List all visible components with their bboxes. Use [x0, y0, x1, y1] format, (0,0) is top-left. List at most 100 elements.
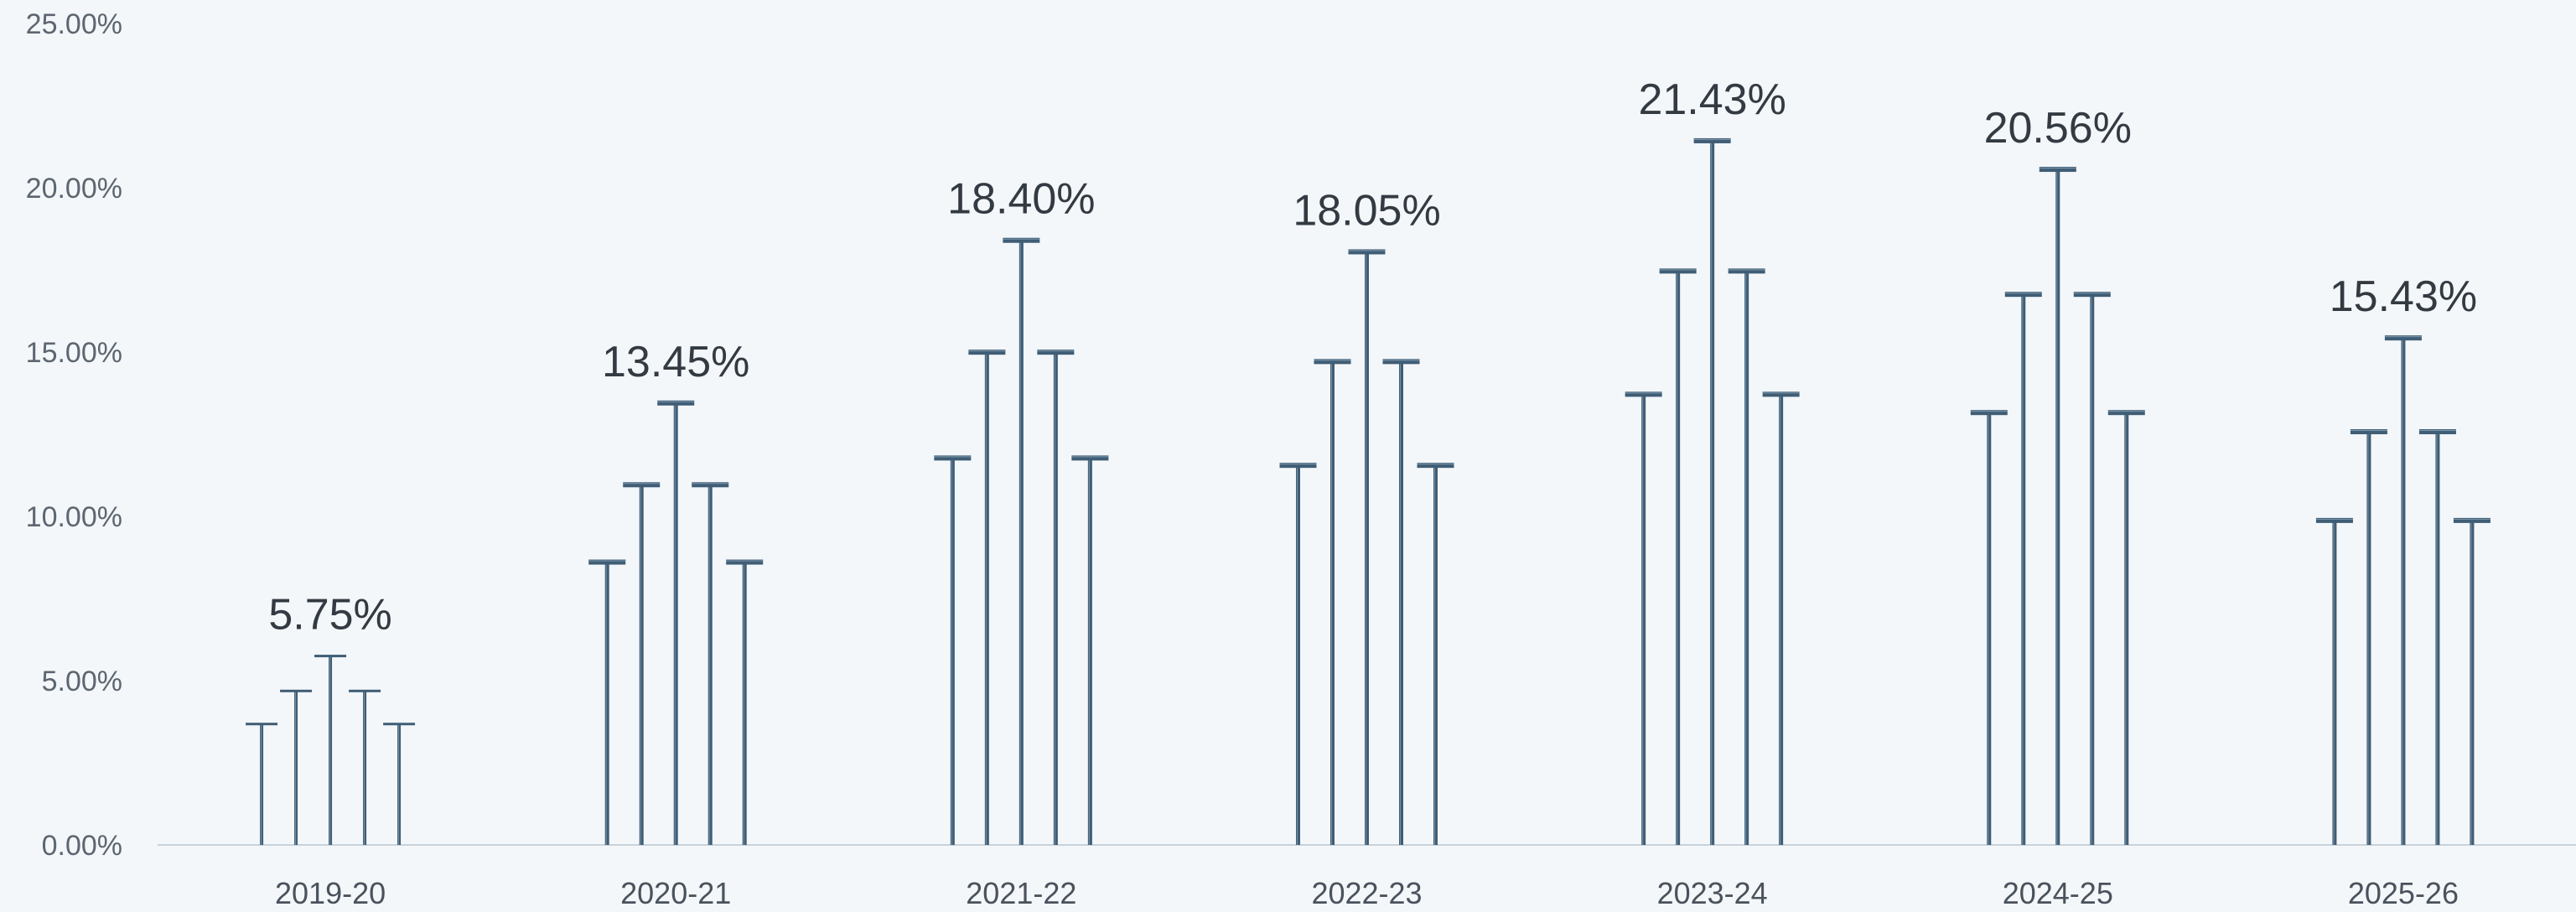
stem-cap [1037, 350, 1075, 355]
stem-bar [1018, 240, 1024, 846]
x-tick-label: 2021-22 [966, 876, 1076, 910]
bar-group: 13.45% [588, 338, 764, 845]
stem-bar [984, 352, 989, 845]
stem-bar [2470, 520, 2475, 845]
stem-cap [2418, 429, 2456, 435]
stem-cap-highlight [1348, 250, 1386, 251]
stem-bar [2366, 432, 2371, 845]
stem-cap-highlight [2384, 336, 2422, 338]
stem-highlight [261, 723, 262, 845]
stem-cap-highlight [623, 483, 661, 484]
stem-highlight [951, 458, 952, 845]
x-tick-label: 2022-23 [1311, 876, 1422, 910]
stem-highlight [1331, 361, 1332, 845]
stem-cap [1314, 359, 1351, 365]
stem-cap-highlight [692, 483, 729, 484]
stem-highlight [708, 484, 710, 845]
bar-group: 18.05% [1279, 186, 1454, 845]
stem-highlight [295, 691, 297, 845]
stem-cap [314, 655, 347, 658]
stem-highlight [364, 691, 365, 845]
stem-bar [1744, 271, 1749, 845]
stem-bar [707, 484, 713, 845]
stem-highlight [605, 562, 607, 845]
stem-cap [2384, 335, 2422, 341]
data-label: 5.75% [268, 591, 391, 640]
stem-bar [1710, 140, 1715, 846]
stem-cap [1693, 137, 1731, 143]
stem-highlight [329, 656, 331, 845]
stem-cap [1003, 237, 1040, 243]
stem-cap [1348, 249, 1386, 255]
stem-highlight [1745, 271, 1747, 845]
stem-cap [2107, 410, 2145, 416]
stem-cap [1970, 410, 2008, 416]
stem-bar [604, 562, 609, 845]
stem-cap-highlight [934, 456, 972, 458]
y-tick-label: 0.00% [42, 830, 122, 862]
data-label: 21.43% [1638, 75, 1786, 124]
stem-highlight [398, 723, 400, 845]
stem-cap-highlight [1762, 392, 1800, 394]
stem-bar [1296, 465, 1300, 845]
bar-group: 15.43% [2315, 272, 2490, 845]
stem-cap [1279, 463, 1317, 469]
stem-bar [2090, 294, 2095, 845]
stem-cap [1659, 268, 1697, 274]
stem-cap-highlight [1037, 350, 1075, 352]
stem-cap [246, 723, 278, 726]
stem-highlight [674, 402, 676, 845]
stem-bar [2021, 294, 2026, 845]
stem-cap [1417, 463, 1454, 469]
bar-group: 18.40% [934, 175, 1109, 846]
x-tick-label: 2023-24 [1657, 876, 1768, 910]
stem-bar [1779, 394, 1784, 846]
stem-highlight [1434, 465, 1435, 845]
x-axis: 2019-20 2020-21 2021-22 2022-23 2023-24 2024-… [275, 876, 2459, 910]
stem-cap [2073, 292, 2111, 298]
y-tick-label: 20.00% [26, 173, 122, 205]
stem-cap-highlight [2315, 518, 2353, 520]
stem-cap [2315, 517, 2353, 523]
stem-highlight [1400, 361, 1401, 845]
stem-cap [968, 350, 1006, 355]
stem-cap [2039, 167, 2076, 173]
stem-bar [639, 484, 644, 845]
stem-cap-highlight [588, 560, 626, 562]
stem-highlight [2022, 294, 2024, 845]
bar-group: 20.56% [1970, 104, 2145, 846]
stem-cap [2453, 517, 2490, 523]
stem-cap-highlight [1625, 392, 1662, 394]
stem-cap-highlight [2453, 518, 2490, 520]
stem-bar [673, 402, 678, 845]
stem-bar [2124, 412, 2129, 845]
stem-bar [1053, 352, 1058, 845]
data-label: 18.05% [1293, 186, 1440, 235]
y-tick-label: 25.00% [26, 8, 122, 40]
stem-bar [1676, 271, 1681, 845]
x-tick-label: 2019-20 [275, 876, 386, 910]
stem-bar [2401, 338, 2406, 845]
data-label: 15.43% [2330, 272, 2477, 321]
x-tick-label: 2020-21 [620, 876, 731, 910]
stem-highlight [1297, 465, 1298, 845]
stem-highlight [1711, 140, 1713, 846]
stem-cap [934, 455, 972, 461]
stem-cap-highlight [1728, 269, 1765, 271]
stem-bar [1330, 361, 1335, 845]
stem-highlight [2367, 432, 2369, 845]
stem-cap-highlight [2418, 430, 2456, 432]
data-label: 13.45% [602, 338, 749, 386]
stem-highlight [640, 484, 641, 845]
y-tick-label: 15.00% [26, 337, 122, 369]
stem-bar [1399, 361, 1403, 845]
stem-bar [1987, 412, 1992, 845]
x-tick-label: 2025-26 [2348, 876, 2459, 910]
y-axis: 0.00% 5.00% 10.00% 15.00% 20.00% 25.00% [26, 8, 122, 862]
y-tick-label: 10.00% [26, 501, 122, 533]
stem-bar [2332, 520, 2337, 845]
stem-cap-highlight [726, 560, 764, 562]
stem-highlight [2470, 520, 2472, 845]
plot-area: 5.75% 13.45% 18.40% 18.05% 21.43% 20.56% 15.43… [246, 75, 2490, 846]
